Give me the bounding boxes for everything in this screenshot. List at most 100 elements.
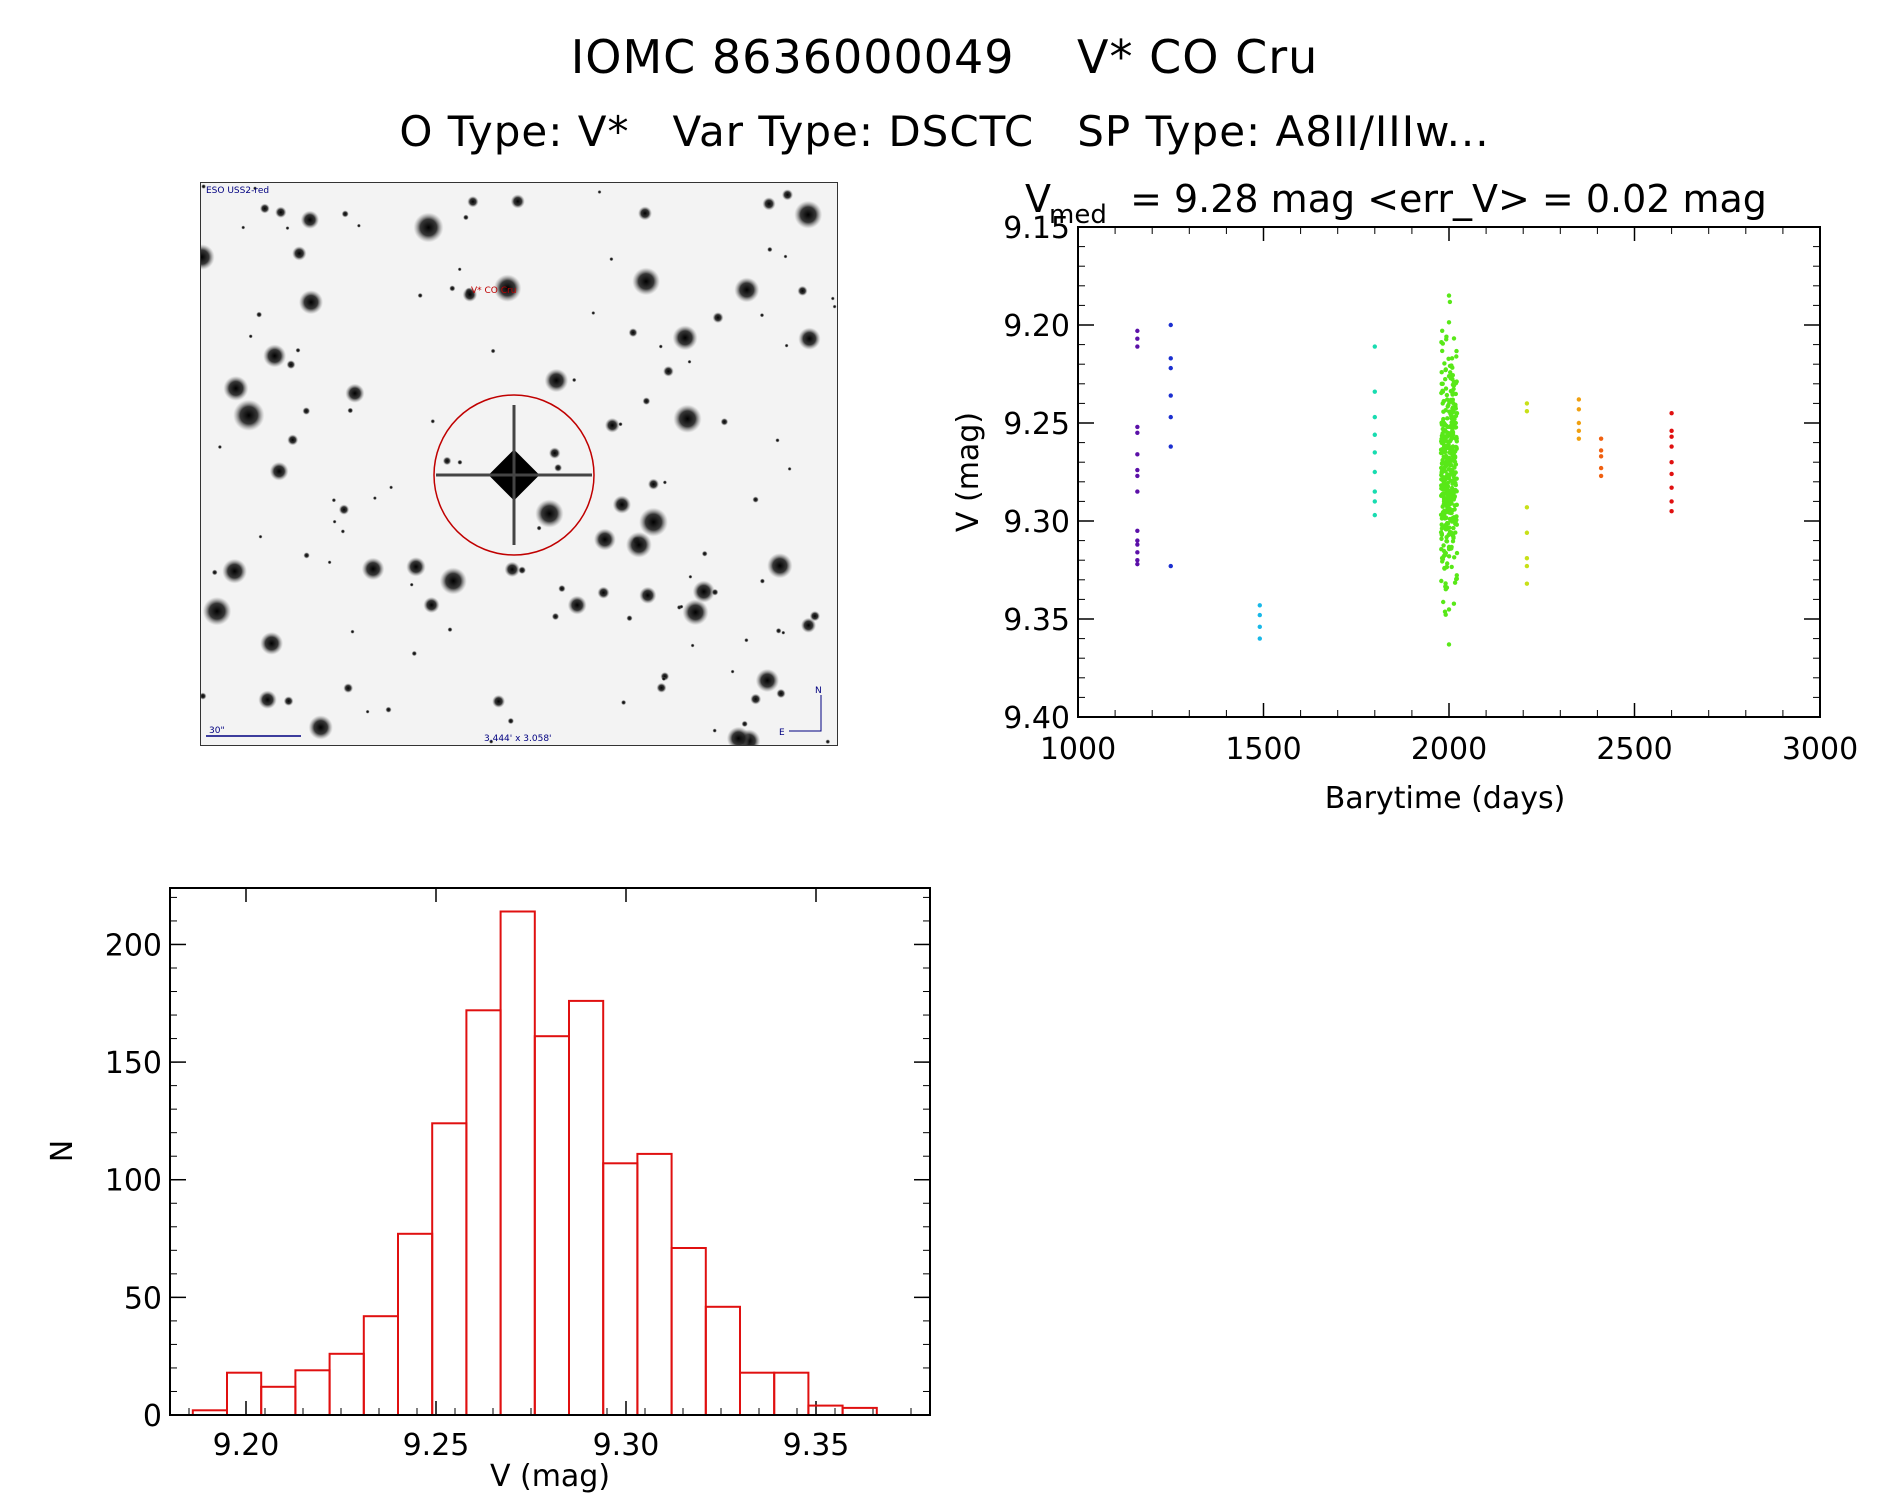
lc-data-point (1450, 389, 1455, 394)
lc-data-point (1445, 458, 1450, 463)
finder-star (730, 669, 735, 674)
lc-data-point (1135, 430, 1140, 435)
lc-data-point (1445, 561, 1450, 566)
lc-data-point (1449, 494, 1454, 499)
lc-data-point (1168, 393, 1173, 398)
lc-data-point (1443, 377, 1448, 382)
lc-data-point (1445, 520, 1450, 526)
compass (789, 695, 822, 732)
lc-x-axis-label: Barytime (days) (1325, 781, 1566, 816)
finder-star (332, 519, 337, 524)
survey-label: ESO USS2-red (206, 186, 269, 196)
lc-data-point (1669, 428, 1674, 434)
lc-data-point (1454, 354, 1459, 359)
lc-data-point (1448, 424, 1453, 430)
compass-east-label: E (779, 728, 785, 738)
finder-star (256, 311, 263, 318)
lc-data-point (1442, 361, 1447, 366)
fov-label: 3.444' x 3.058' (484, 734, 552, 744)
lc-data-point (1257, 624, 1262, 630)
lc-data-point (1440, 381, 1445, 386)
lc-data-point (1446, 532, 1451, 538)
lc-data-point (1669, 485, 1674, 490)
finder-star (442, 456, 452, 466)
lc-data-point (1440, 512, 1445, 517)
hist-x-axis-label: V (mag) (490, 1459, 610, 1494)
lc-data-point (1372, 489, 1377, 494)
finder-star (285, 226, 290, 231)
lc-data-point (1448, 478, 1453, 483)
lc-data-point (1524, 409, 1530, 414)
finder-star (356, 223, 361, 228)
finder-star (340, 529, 346, 534)
lc-data-point (1168, 444, 1173, 449)
lc-data-point (1452, 555, 1457, 560)
hist-y-tick-label: 150 (105, 1046, 162, 1081)
lc-data-point (1451, 474, 1456, 479)
lc-data-point (1669, 499, 1674, 504)
lc-data-point (1441, 420, 1447, 426)
lc-data-point (1447, 450, 1452, 455)
lc-data-point (1446, 293, 1452, 298)
finder-star (701, 550, 708, 557)
hist-bar (328, 1352, 365, 1416)
lc-data-point (1453, 391, 1458, 397)
lc-data-point (1135, 538, 1140, 543)
lc-data-point (1443, 429, 1449, 434)
lc-data-point (1454, 446, 1459, 451)
finder-star (423, 596, 440, 614)
finder-star (308, 715, 333, 740)
lc-data-point (1451, 336, 1457, 341)
finder-star (798, 327, 821, 350)
finder-star (784, 343, 789, 348)
hist-y-tick-label: 0 (143, 1399, 162, 1434)
finder-star (295, 347, 301, 353)
finder-star (572, 377, 577, 383)
finder-star (286, 360, 296, 370)
lc-data-point (1439, 439, 1444, 444)
finder-star (449, 285, 456, 292)
lc-data-point (1445, 404, 1450, 409)
finder-star (626, 615, 633, 622)
target-circle (433, 394, 595, 556)
finder-star (682, 599, 709, 626)
finder-star (558, 584, 566, 593)
hist-bar (841, 1406, 878, 1417)
finder-star (536, 525, 542, 531)
lc-data-point (1448, 510, 1453, 516)
finder-star (350, 629, 355, 634)
finder-star (638, 206, 652, 221)
hist-bar (397, 1232, 434, 1416)
lc-data-point (1440, 482, 1446, 487)
lc-data-point (1443, 443, 1449, 449)
lc-data-point (1135, 328, 1140, 334)
finder-star (201, 692, 207, 700)
lc-data-point (1446, 320, 1452, 325)
lc-data-point (1576, 407, 1582, 412)
lc-data-point (1439, 532, 1445, 537)
hist-plot-frame (169, 887, 931, 1416)
lc-data-point (1449, 564, 1454, 570)
hist-bar (636, 1152, 673, 1416)
lc-data-point (1257, 612, 1262, 618)
finder-star (347, 407, 354, 414)
hist-x-tick-label: 9.35 (783, 1428, 850, 1463)
finder-star (750, 693, 762, 705)
lc-data-point (1444, 392, 1450, 398)
lc-data-point (1439, 370, 1444, 375)
hist-bar (362, 1315, 399, 1417)
lc-data-point (1669, 471, 1674, 477)
finder-star (687, 359, 692, 364)
lc-y-axis-label: V (mag) (951, 412, 986, 532)
finder-chart-image: ESO USS2-red V* CO Cru 30" 3.444' x 3.05… (200, 182, 838, 746)
lc-data-point (1257, 603, 1262, 608)
finder-star (467, 196, 479, 208)
hist-bar (226, 1371, 263, 1417)
finder-star (781, 630, 786, 635)
lc-data-point (1447, 445, 1453, 450)
lc-data-point (1135, 550, 1140, 555)
finder-star (726, 726, 751, 745)
hist-bar (431, 1122, 468, 1416)
lc-x-tick-label: 1500 (1225, 732, 1301, 767)
lc-data-point (1445, 439, 1450, 444)
